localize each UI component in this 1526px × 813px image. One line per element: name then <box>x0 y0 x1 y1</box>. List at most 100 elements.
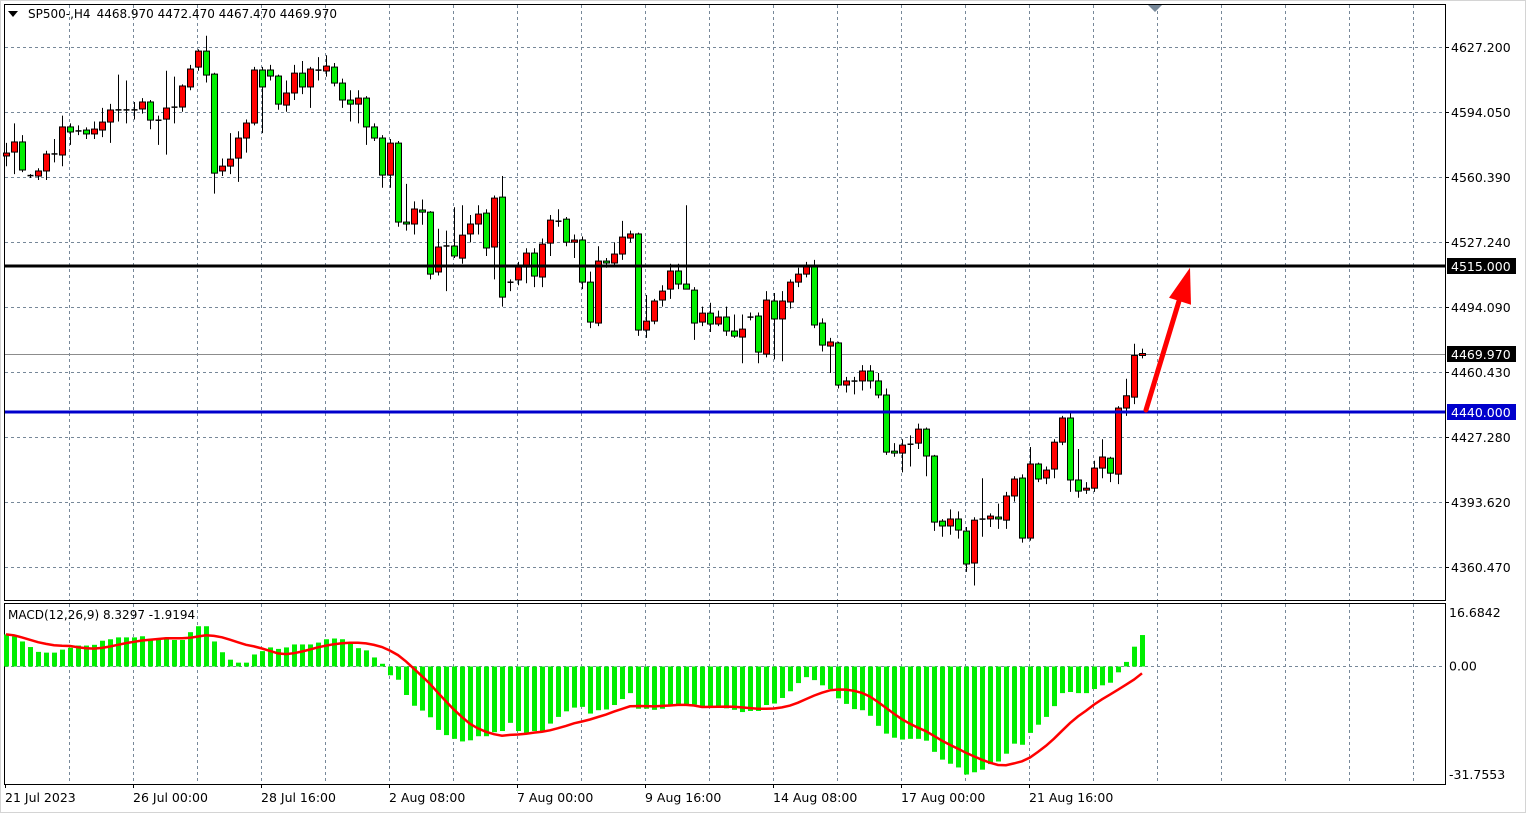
candle-body-bullish <box>619 236 626 255</box>
macd-histogram-bar <box>436 666 441 730</box>
macd-histogram-bar <box>156 638 161 667</box>
macd-histogram-bar <box>36 651 41 667</box>
candle <box>947 509 954 535</box>
candle <box>435 228 442 276</box>
macd-histogram-bar <box>132 637 137 667</box>
candle <box>243 119 250 153</box>
macd-histogram-bar <box>356 648 361 667</box>
candle-body-bullish <box>163 107 170 120</box>
candle <box>1139 348 1146 359</box>
candle-body-bearish <box>883 394 890 453</box>
candle <box>91 121 98 140</box>
candle-body-bearish <box>1035 463 1042 480</box>
candle <box>963 526 970 572</box>
candle-body-bearish <box>363 97 370 128</box>
candle <box>1011 476 1018 502</box>
current-price-tag-bg <box>1447 346 1516 362</box>
macd-histogram-bar <box>268 647 273 667</box>
candle <box>187 64 194 91</box>
candle <box>1043 466 1050 485</box>
candle-body-bullish <box>475 213 482 225</box>
candle <box>939 519 946 537</box>
candle <box>635 232 642 336</box>
candle <box>483 209 490 256</box>
macd-histogram-bar <box>332 638 337 667</box>
candle <box>227 133 234 175</box>
macd-histogram-bar <box>772 666 777 704</box>
candle <box>1067 411 1074 492</box>
candle-body-bearish <box>1107 457 1114 474</box>
candle <box>499 176 506 307</box>
candle <box>467 215 474 243</box>
macd-histogram-bar <box>20 641 25 667</box>
candle-body-bearish <box>995 516 1002 520</box>
macd-histogram-bar <box>844 666 849 704</box>
macd-histogram-bar <box>1076 666 1081 694</box>
macd-histogram-bar <box>596 666 601 711</box>
candle-body-bullish <box>659 290 666 301</box>
price-axis-label: 4427.280 <box>1451 430 1511 445</box>
candle-body-bullish <box>763 299 770 355</box>
macd-histogram-bar <box>220 652 225 667</box>
candle <box>1051 439 1058 479</box>
candle-body-bearish <box>691 289 698 324</box>
candle <box>659 285 666 307</box>
candle-body-bullish <box>243 122 250 139</box>
triangle-down-icon[interactable] <box>8 11 18 17</box>
candle-body-bullish <box>1083 487 1090 491</box>
candle <box>643 294 650 338</box>
macd-histogram-bar <box>1092 666 1097 690</box>
macd-histogram-bar <box>44 652 49 667</box>
candle <box>11 123 18 175</box>
candle-body-bearish <box>499 196 506 298</box>
candle-body-bullish <box>323 65 330 72</box>
macd-histogram-bar <box>388 666 393 676</box>
candle <box>1107 456 1114 483</box>
macd-histogram-bar <box>188 632 193 667</box>
macd-name: MACD(12,26,9) <box>8 608 100 622</box>
candle-body-bearish <box>939 520 946 527</box>
macd-histogram-bar <box>1124 661 1129 667</box>
candle-body-bullish <box>35 170 42 177</box>
macd-histogram-bar <box>804 666 809 678</box>
support-price-tag-bg <box>1447 404 1516 420</box>
candle-body-bullish <box>859 370 866 382</box>
macd-histogram-bar <box>1036 666 1041 725</box>
candle-body-bearish <box>203 50 210 76</box>
candle <box>763 291 770 358</box>
candle-body-bearish <box>427 211 434 275</box>
time-axis-label: 21 Jul 2023 <box>5 790 76 805</box>
candle-body-bearish <box>731 330 738 337</box>
candle-body-bullish <box>571 239 578 243</box>
macd-histogram-bar <box>124 637 129 667</box>
candle-body-bullish <box>43 153 50 172</box>
candle-body-bearish <box>1075 479 1082 492</box>
time-axis-label: 7 Aug 00:00 <box>517 790 593 805</box>
macd-histogram-bar <box>908 666 913 739</box>
candle <box>859 365 866 391</box>
candle-body-bullish <box>643 320 650 331</box>
candle-body-bullish <box>627 233 634 239</box>
candle <box>131 101 138 120</box>
candle-body-bearish <box>347 99 354 105</box>
candle <box>867 365 874 389</box>
macd-histogram-bar <box>604 666 609 710</box>
macd-histogram-bar <box>380 663 385 667</box>
candle-body-bullish <box>1115 407 1122 475</box>
candle-body-bullish <box>411 208 418 225</box>
candle-body-bullish <box>915 428 922 444</box>
macd-histogram-bar <box>572 666 577 708</box>
symbol-timeframe: SP500-,H4 <box>28 7 91 21</box>
macd-histogram-bar <box>468 666 473 741</box>
candle <box>307 66 314 108</box>
candle-body-bullish <box>283 92 290 106</box>
macd-histogram-bar <box>140 636 145 667</box>
macd-histogram-bar <box>988 666 993 765</box>
candle-body-bullish <box>219 165 226 172</box>
candle <box>779 291 786 362</box>
macd-histogram-bar <box>892 666 897 738</box>
candle <box>979 478 986 537</box>
macd-histogram-bar <box>1052 666 1057 707</box>
candle <box>971 517 978 586</box>
